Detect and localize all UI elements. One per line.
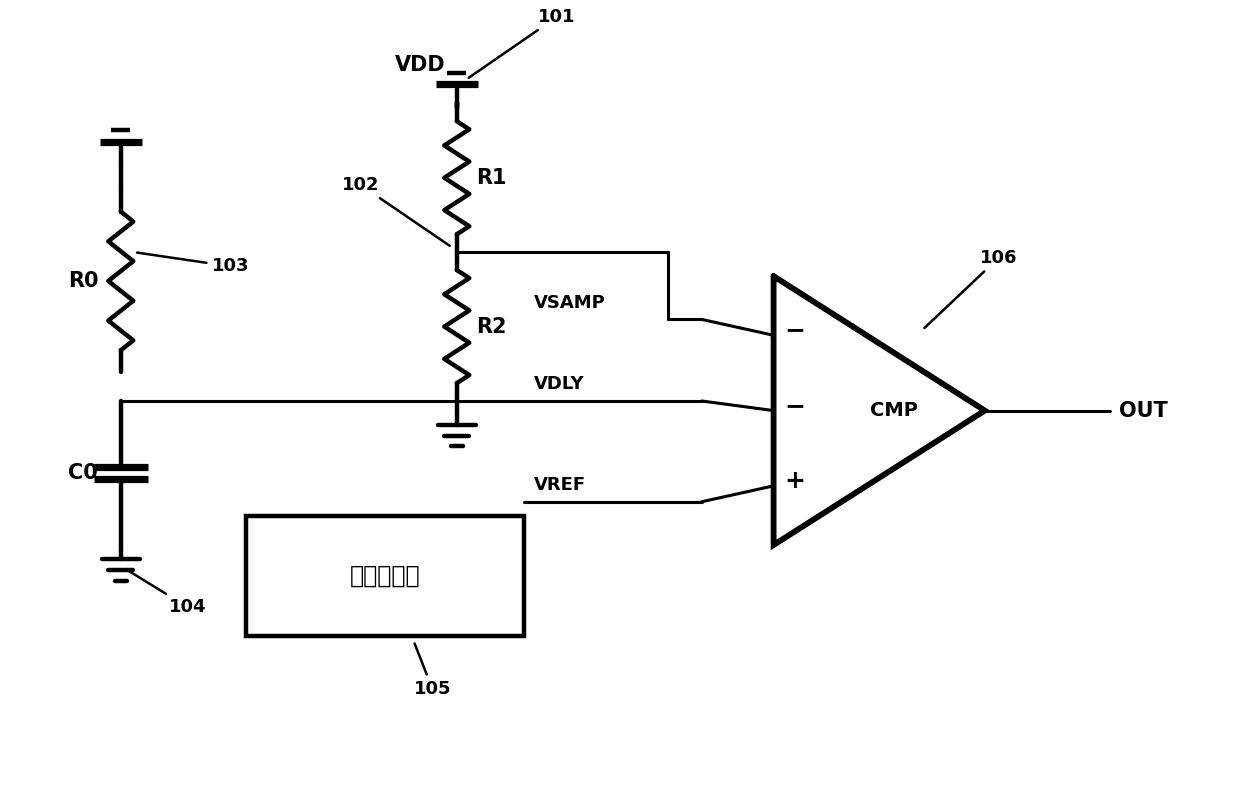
Text: R2: R2 (476, 316, 506, 336)
FancyBboxPatch shape (246, 516, 525, 636)
Text: +: + (784, 469, 805, 493)
Text: 102: 102 (341, 175, 450, 246)
Text: VSAMP: VSAMP (533, 294, 605, 312)
Text: OUT: OUT (1120, 400, 1168, 421)
Text: VDD: VDD (394, 55, 445, 75)
Text: −: − (784, 319, 805, 343)
Text: 103: 103 (136, 252, 249, 276)
Text: −: − (784, 394, 805, 418)
Text: VDLY: VDLY (533, 376, 584, 393)
Text: 104: 104 (128, 570, 206, 616)
Text: 105: 105 (414, 643, 451, 698)
Text: C0: C0 (68, 463, 98, 483)
Text: R0: R0 (68, 271, 98, 291)
Text: 带隙基准源: 带隙基准源 (350, 564, 420, 588)
Text: R1: R1 (476, 167, 506, 187)
Text: VREF: VREF (533, 476, 585, 494)
Text: CMP: CMP (869, 401, 918, 420)
Text: 106: 106 (924, 249, 1018, 328)
Text: 101: 101 (469, 8, 575, 78)
